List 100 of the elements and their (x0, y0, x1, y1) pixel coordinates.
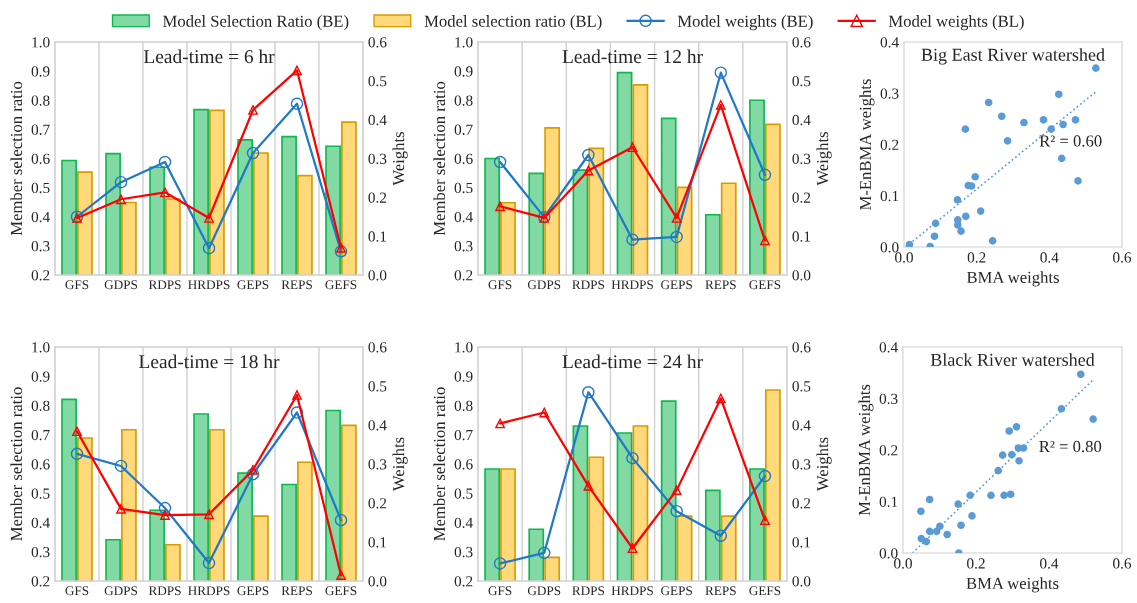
y-tick-label: 0.3 (31, 546, 50, 558)
point (1057, 154, 1066, 163)
y-tick-label: 0.4 (880, 37, 899, 48)
point (971, 172, 980, 181)
x-tick-label: GEPS (661, 280, 692, 290)
point (116, 503, 126, 514)
point (961, 212, 970, 221)
y2-tick-label: 0.3 (792, 459, 811, 470)
x-tick-label: HRDPS (188, 280, 230, 290)
y-tick-label: 0.8 (31, 400, 50, 412)
point (925, 495, 934, 504)
point (493, 155, 507, 169)
y-tick-label: 1.0 (32, 37, 50, 48)
point (670, 230, 683, 244)
point (931, 219, 940, 228)
point (290, 406, 304, 419)
y2-tick-label: 0.2 (792, 498, 811, 509)
y2-tick-label: 0.1 (792, 537, 811, 548)
y-tick-label: 0.5 (454, 182, 473, 194)
y2-tick-label: 0.5 (792, 381, 811, 392)
y-tick-label: 0.4 (879, 342, 898, 353)
point (760, 515, 770, 526)
x-tick-label: GFS (488, 586, 512, 596)
y-tick-label: 0.7 (454, 429, 473, 441)
point (204, 509, 214, 520)
y-tick-label: 1.0 (455, 37, 473, 48)
point (248, 464, 258, 475)
point (925, 527, 934, 536)
annotation: R² = 0.80 (1039, 440, 1102, 453)
point (714, 529, 728, 543)
chart-title: Black River watershed (930, 353, 1095, 366)
point (537, 546, 551, 560)
x-tick-label: REPS (281, 586, 312, 596)
point (495, 418, 505, 429)
x-tick-label: GEFS (749, 586, 781, 596)
point (987, 491, 995, 500)
point (539, 407, 550, 418)
point (1015, 457, 1023, 465)
y-tick-label: 0.6 (454, 153, 473, 165)
y2-tick-label: 0.1 (368, 231, 387, 242)
x-tick-label: GFS (65, 280, 89, 290)
y2-tick-label: 0.5 (792, 75, 811, 87)
y-axis-title: Member selection ratio (10, 387, 23, 541)
point (715, 393, 726, 404)
y-tick-label: 0.4 (454, 211, 473, 223)
point (336, 570, 346, 581)
point (202, 556, 216, 570)
point (158, 155, 172, 169)
point (1000, 491, 1008, 500)
point (583, 165, 594, 176)
chart-title: Big East River watershed (921, 48, 1105, 65)
y2-tick-label: 0.5 (368, 381, 387, 392)
y-tick-label: 0.1 (879, 496, 898, 508)
x-tick-label: 0.2 (967, 252, 986, 263)
y2-tick-label: 0.3 (368, 153, 387, 165)
y-tick-label: 0.0 (880, 242, 899, 253)
y2-tick-label: 0.0 (792, 576, 811, 587)
point (760, 235, 770, 246)
y2-tick-label: 0.6 (792, 37, 811, 48)
point (998, 451, 1007, 459)
point (248, 105, 258, 115)
x-tick-label: 0.4 (1040, 558, 1059, 569)
point (966, 491, 974, 500)
point (930, 232, 939, 241)
chart-title: Lead-time = 24 hr (562, 354, 703, 369)
legend-label: Model selection ratio (BL) (424, 15, 602, 31)
y2-tick-label: 0.2 (368, 498, 387, 509)
point (72, 426, 82, 437)
y-tick-label: 0.5 (31, 182, 50, 194)
y-tick-label: 0.2 (454, 576, 473, 587)
x-tick-label: HRDPS (611, 586, 653, 596)
y-tick-label: 0.8 (31, 95, 50, 106)
point (292, 390, 302, 400)
y2-tick-label: 0.4 (368, 114, 387, 126)
y-tick-label: 0.2 (31, 576, 50, 587)
point (582, 385, 595, 399)
x-tick-label: RDPS (148, 586, 181, 596)
y2-tick-label: 0.0 (792, 270, 811, 281)
y2-tick-label: 0.0 (368, 270, 387, 281)
y-axis-title: Member selection ratio (433, 81, 446, 236)
y-tick-label: 0.4 (31, 211, 50, 223)
x-tick-label: REPS (705, 280, 736, 290)
x-tick-label: 0.0 (895, 252, 913, 263)
point (626, 451, 639, 465)
x-tick-label: RDPS (572, 586, 605, 596)
y2-tick-label: 0.3 (368, 459, 387, 470)
x-tick-label: 0.6 (1113, 252, 1132, 263)
point (1039, 116, 1048, 124)
y-tick-label: 0.2 (879, 445, 898, 456)
chart-title: Lead-time = 18 hr (139, 354, 280, 369)
point (116, 194, 126, 205)
point (627, 142, 638, 153)
point (922, 537, 931, 546)
y-tick-label: 0.6 (454, 459, 473, 470)
point (994, 466, 1003, 475)
y2-tick-label: 0.4 (792, 420, 811, 431)
y2-tick-label: 0.5 (368, 75, 387, 87)
x-tick-label: RDPS (148, 280, 181, 290)
y-tick-label: 0.3 (880, 88, 899, 99)
point (671, 213, 682, 223)
